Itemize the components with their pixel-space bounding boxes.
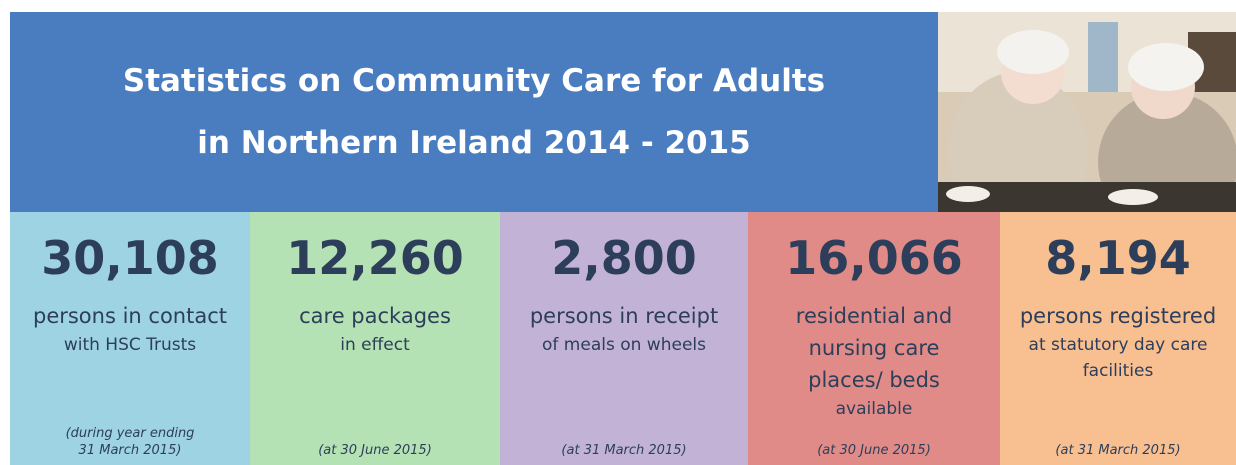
title-line: Statistics on Community Care for Adults	[123, 50, 825, 112]
description-line: residential and	[748, 300, 1000, 332]
note-line: (at 31 March 2015)	[500, 442, 748, 459]
description-line: places/ beds	[748, 364, 1000, 396]
stat-number: 2,800	[500, 230, 748, 286]
description-subline: in effect	[250, 332, 500, 358]
description-subline: facilities	[1000, 358, 1236, 384]
infographic: Statistics on Community Care for Adults …	[0, 0, 1236, 465]
description-subline: available	[748, 396, 1000, 422]
description-line: persons in receipt	[500, 300, 748, 332]
stat-note: (at 31 March 2015)	[500, 442, 748, 459]
stat-note: (at 31 March 2015)	[1000, 442, 1236, 459]
note-line: (during year ending	[10, 425, 250, 442]
stat-note: (at 30 June 2015)	[748, 442, 1000, 459]
note-line: 31 March 2015)	[10, 442, 250, 459]
note-line: (at 31 March 2015)	[1000, 442, 1236, 459]
description-line: persons registered	[1000, 300, 1236, 332]
description-line: care packages	[250, 300, 500, 332]
description-line: persons in contact	[10, 300, 250, 332]
description-subline: of meals on wheels	[500, 332, 748, 358]
description-line: nursing care	[748, 332, 1000, 364]
note-line: (at 30 June 2015)	[250, 442, 500, 459]
header: Statistics on Community Care for Adults …	[10, 12, 938, 212]
stat-number: 8,194	[1000, 230, 1236, 286]
photo	[938, 12, 1236, 212]
description-subline: at statutory day care	[1000, 332, 1236, 358]
stat-number: 16,066	[748, 230, 1000, 286]
stat-number: 12,260	[250, 230, 500, 286]
note-line: (at 30 June 2015)	[748, 442, 1000, 459]
stat-note: (at 30 June 2015)	[250, 442, 500, 459]
description-subline: with HSC Trusts	[10, 332, 250, 358]
stat-number: 30,108	[10, 230, 250, 286]
title-line: in Northern Ireland 2014 - 2015	[197, 112, 751, 174]
